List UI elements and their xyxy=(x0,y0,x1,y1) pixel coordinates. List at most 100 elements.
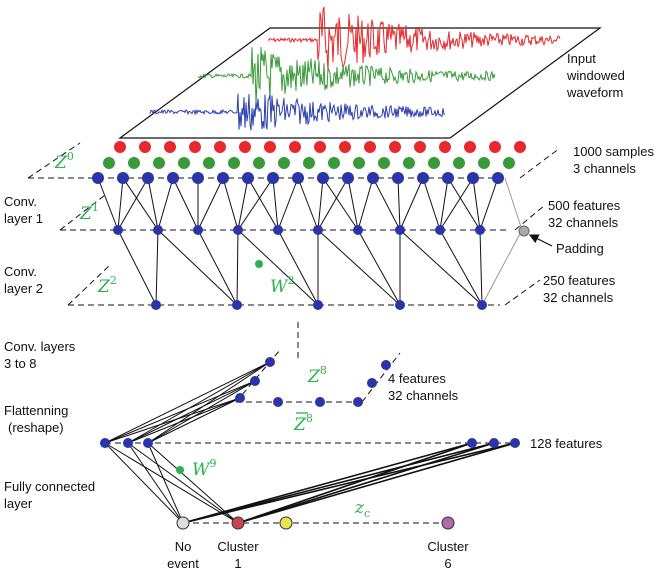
samples-label-line1: 1000 samples xyxy=(573,144,654,159)
input-node-blue xyxy=(492,172,504,184)
input-label-line1: Input xyxy=(567,51,596,66)
waveform-traces xyxy=(149,6,561,131)
flatten-connection xyxy=(127,380,256,444)
z1-plane-right-edge xyxy=(514,204,546,231)
input-node-blue xyxy=(292,172,304,184)
flatten-connection xyxy=(147,380,256,444)
feat500-label-line2: 32 channels xyxy=(548,215,619,230)
input-node-green xyxy=(453,157,465,169)
padding-label: Padding xyxy=(556,241,604,256)
input-node-blue xyxy=(367,172,379,184)
conv2-label-line1: Conv. xyxy=(4,264,37,279)
conv1-connection xyxy=(272,177,279,231)
text-labels: Input windowed waveform 1000 samples 3 c… xyxy=(4,51,654,571)
padding-connection xyxy=(504,177,523,231)
flatten-connection xyxy=(147,397,241,444)
conv2-connection xyxy=(317,229,401,306)
feat250-label-line1: 250 features xyxy=(543,273,616,288)
conv1-node xyxy=(435,225,445,235)
conv2-connection xyxy=(237,229,319,306)
z8-node xyxy=(265,357,275,367)
input-node-blue xyxy=(92,172,104,184)
flatten-node xyxy=(143,438,153,448)
fc-connection xyxy=(147,442,184,524)
conv1-connection xyxy=(197,177,224,231)
flatten-connection xyxy=(104,397,241,444)
conv1-connection xyxy=(247,177,279,231)
padding-arrow xyxy=(528,234,553,247)
conv1-node xyxy=(475,225,485,235)
conv2-connection xyxy=(197,229,238,306)
input-node-red xyxy=(114,141,126,153)
waveform-red-trace xyxy=(267,6,561,72)
conv38-label-line2: 3 to 8 xyxy=(4,356,37,371)
conv1-connection xyxy=(322,177,359,231)
input-node-red xyxy=(339,141,351,153)
conv1-connection xyxy=(117,177,149,231)
fc-connection xyxy=(182,442,516,524)
input-node-red xyxy=(139,141,151,153)
input-node-red xyxy=(389,141,401,153)
feat4-label-line2: 32 channels xyxy=(388,388,459,403)
layer-planes xyxy=(27,142,561,524)
input-node-green xyxy=(178,157,190,169)
conv1-node xyxy=(113,225,123,235)
feat4-label-line1: 4 features xyxy=(388,371,446,386)
conv2-connection xyxy=(157,229,238,306)
fc-connection xyxy=(237,442,516,524)
conv1-connection xyxy=(147,177,159,231)
conv1-connection xyxy=(297,177,319,231)
w9-marker xyxy=(176,466,184,474)
fc-connection xyxy=(127,442,239,524)
input-node-green xyxy=(203,157,215,169)
input-node-red xyxy=(514,141,526,153)
conv1-connection xyxy=(399,177,424,231)
w2-label: W2 xyxy=(270,274,294,297)
samples-label-line2: 3 channels xyxy=(573,161,636,176)
conv2-connection xyxy=(357,229,401,306)
input-node-red xyxy=(189,141,201,153)
conv1-connection xyxy=(97,177,119,231)
conv1-connection xyxy=(222,177,239,231)
z8-node xyxy=(367,378,377,388)
conv2-label-line2: layer 2 xyxy=(4,281,43,296)
conv1-connection xyxy=(317,177,324,231)
feat500-label-line1: 500 features xyxy=(548,198,621,213)
input-node-green xyxy=(503,157,515,169)
input-node-green xyxy=(378,157,390,169)
fc-connection xyxy=(182,442,495,524)
input-node-blue xyxy=(117,172,129,184)
flatten-label-line1: Flattenning xyxy=(4,403,68,418)
conv1-connection xyxy=(237,177,249,231)
conv1-connection xyxy=(439,177,474,231)
conv1-label-line1: Conv. xyxy=(4,194,37,209)
waveform-green-trace xyxy=(197,46,496,105)
z8-node xyxy=(235,393,245,403)
input-node-red xyxy=(439,141,451,153)
z1-label: Z1 xyxy=(79,201,99,224)
padding-node xyxy=(518,225,530,237)
conv1-node xyxy=(193,225,203,235)
conv2-connection xyxy=(479,229,483,306)
cluster1-label-line2: 1 xyxy=(234,556,241,571)
input-node-blue xyxy=(142,172,154,184)
noevent-label-line2: event xyxy=(167,556,199,571)
flatten-node xyxy=(100,438,110,448)
input-node-green xyxy=(278,157,290,169)
fc-connection xyxy=(104,442,184,524)
input-node-red xyxy=(314,141,326,153)
conv1-connection xyxy=(237,177,274,231)
flatten-connection xyxy=(147,361,271,444)
z8-front-node xyxy=(315,397,325,407)
input-node-blue xyxy=(392,172,404,184)
input-label-line2: windowed xyxy=(566,68,625,83)
w9-label: W9 xyxy=(192,457,216,480)
connections xyxy=(97,177,523,524)
fc-connection xyxy=(104,442,239,524)
conv1-connection xyxy=(117,177,124,231)
input-node-green xyxy=(253,157,265,169)
output-node-cluster-1 xyxy=(231,516,245,530)
conv2-node xyxy=(313,300,323,310)
input-node-green xyxy=(303,157,315,169)
